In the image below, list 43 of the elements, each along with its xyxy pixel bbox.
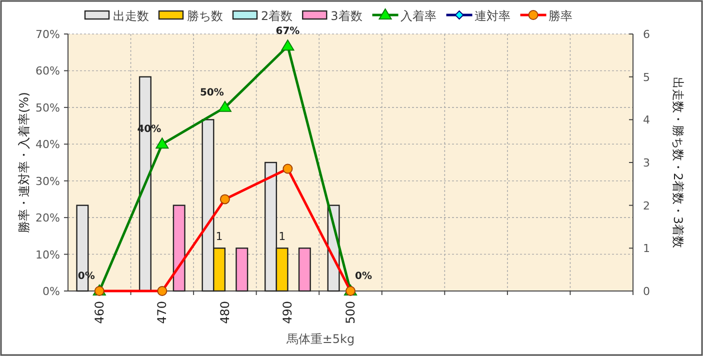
y-tick-label: 0%: [42, 285, 60, 298]
data-label: 67%: [276, 26, 300, 38]
y-tick-label: 70%: [36, 28, 60, 41]
y2-tick-label: 4: [643, 114, 650, 127]
legend-label: 2着数: [261, 9, 293, 23]
x-axis-title: 馬体重±5kg: [285, 332, 355, 346]
x-tick-label: 470: [155, 301, 170, 324]
y2-tick-label: 2: [643, 199, 650, 212]
legend-label: 連対率: [474, 9, 510, 23]
bar: [172, 204, 186, 292]
x-tick-label: 490: [280, 301, 295, 324]
legend-label: 入着率: [400, 9, 436, 23]
y-tick-label: 30%: [36, 174, 60, 188]
bar: [264, 162, 278, 292]
legend-label: 勝率: [548, 9, 572, 23]
y2-axis-title: 出走数・勝ち数・2着数・3着数: [671, 76, 685, 248]
y-tick-label: 10%: [36, 248, 60, 262]
y-tick-label: 20%: [36, 212, 60, 225]
x-tick-label: 500: [344, 301, 358, 324]
y-axis-title: 勝率・連対率・入着率(%): [17, 92, 31, 233]
y2-tick-label: 0: [643, 285, 650, 298]
legend-label: 3着数: [330, 9, 362, 23]
y2-tick-label: 6: [643, 28, 650, 41]
bar: [298, 248, 311, 292]
y-tick-label: 60%: [36, 64, 60, 78]
y-tick-label: 40%: [36, 138, 60, 152]
bar: [236, 248, 248, 292]
point: [281, 40, 294, 51]
point: [156, 138, 169, 149]
x-tick-label: 460: [92, 301, 106, 324]
y2-tick-label: 5: [643, 70, 650, 84]
data-label: 50%: [200, 87, 224, 98]
data-label: 1: [216, 230, 223, 244]
x-tick-label: 480: [218, 301, 232, 324]
point: [218, 100, 232, 112]
y2-tick-label: 1: [643, 242, 650, 256]
y-tick-label: 50%: [36, 101, 60, 114]
data-label: 0%: [355, 271, 372, 282]
data-label: 1: [278, 230, 286, 244]
y2-tick-label: 3: [643, 156, 650, 170]
legend-label: 勝ち数: [187, 9, 223, 23]
legend-label: 出走数: [113, 9, 149, 23]
bar: [202, 119, 214, 292]
